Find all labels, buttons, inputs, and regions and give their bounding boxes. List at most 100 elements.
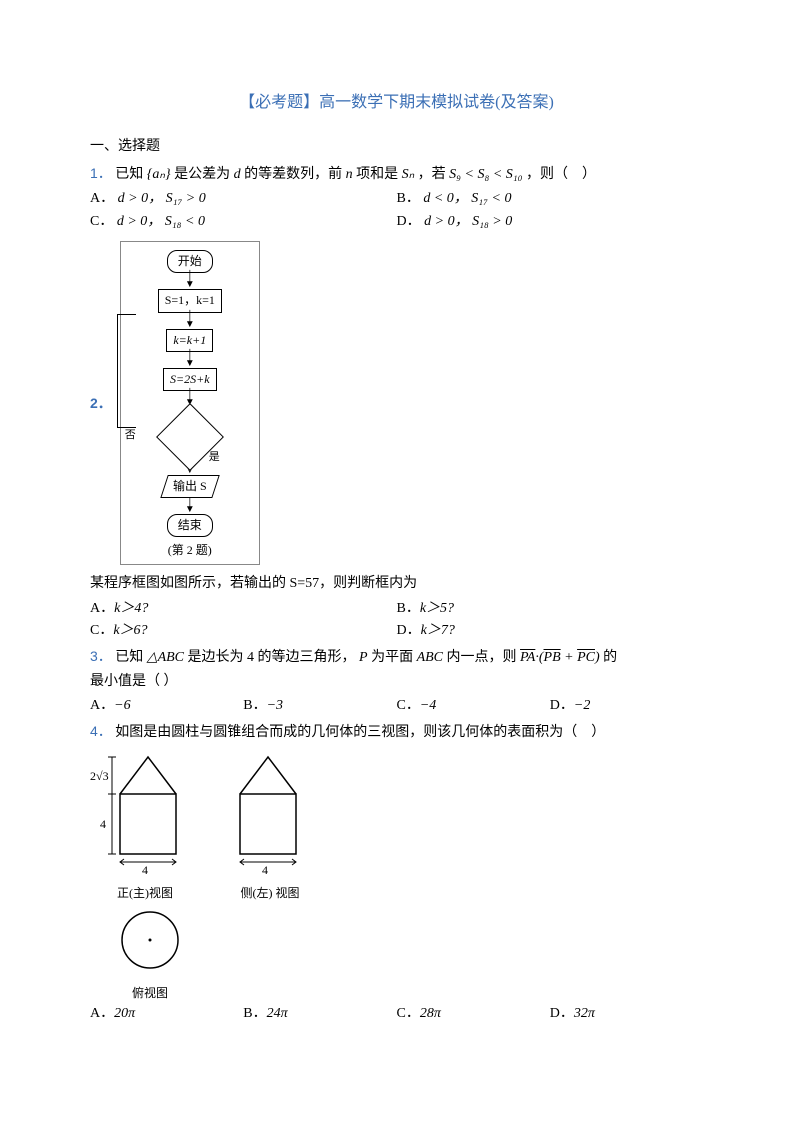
q3-c: −4: [420, 698, 436, 713]
q3-p: P: [359, 650, 368, 665]
q4-stem: 如图是由圆柱与圆锥组合而成的几何体的三视图，则该几何体的表面积为（ ）: [115, 725, 605, 740]
question-4: 4． 如图是由圆柱与圆锥组合而成的几何体的三视图，则该几何体的表面积为（ ）: [90, 720, 703, 744]
q1-text: 已知 {aₙ} 是公差为 d 的等差数列，前 n 项和是 Sₙ ，若 S₉ < …: [115, 167, 596, 182]
side-caption: 侧(左) 视图: [220, 884, 320, 903]
q3-m2: 为平面: [371, 650, 413, 665]
q3-pre: 已知: [115, 650, 143, 665]
q1-seq: {aₙ}: [147, 167, 171, 182]
q3-pa: PA: [520, 652, 535, 665]
flowchart-end: 结束: [167, 514, 213, 537]
lbl-c: C．: [397, 1006, 420, 1021]
q1-d: d > 0， S₁₈ > 0: [424, 214, 512, 229]
q2-a: k＞4?: [114, 601, 148, 616]
q3-abc: ABC: [417, 650, 443, 665]
lbl-c: C．: [397, 698, 420, 713]
q2-stem: 某程序框图如图所示，若输出的 S=57，则判断框内为: [90, 573, 703, 595]
arrow-icon: │▼: [127, 313, 253, 329]
front-view-svg: 2√3 4 4: [90, 752, 200, 877]
lbl-b: B．: [397, 191, 420, 206]
lbl-d: D．: [397, 623, 421, 638]
q1-opt-a: A． d > 0， S₁₇ > 0: [90, 188, 397, 210]
section-heading: 一、选择题: [90, 136, 703, 158]
cone-h-label: 2√3: [90, 769, 109, 783]
q3-number: 3．: [90, 648, 112, 664]
q1-sn: Sₙ: [402, 167, 415, 182]
q1-c: d > 0， S₁₈ < 0: [117, 214, 205, 229]
q1-d: d: [234, 167, 241, 182]
lbl-a: A．: [90, 1006, 114, 1021]
page-title: 【必考题】高一数学下期末模拟试卷(及答案): [90, 90, 703, 116]
question-1: 1． 已知 {aₙ} 是公差为 d 的等差数列，前 n 项和是 Sₙ ，若 S₉…: [90, 162, 703, 186]
q3-pc: PC: [577, 652, 595, 665]
q1-m2: 的等差数列，前: [244, 167, 342, 182]
side-view-svg: 4: [220, 752, 320, 877]
front-view: 2√3 4 4 正(主)视图: [90, 752, 200, 903]
base-label: 4: [142, 863, 148, 877]
q4-opt-c: C．28π: [397, 1003, 550, 1025]
q2-opt-b: B．k＞5?: [397, 598, 704, 620]
q2-options: A．k＞4? B．k＞5? C．k＞6? D．k＞7?: [90, 598, 703, 643]
lbl-b: B．: [243, 1006, 266, 1021]
side-view: 4 侧(左) 视图: [220, 752, 320, 903]
lbl-d: D．: [397, 214, 421, 229]
q1-options: A． d > 0， S₁₇ > 0 B． d < 0， S₁₇ < 0 C． d…: [90, 188, 703, 233]
q2-opt-d: D．k＞7?: [397, 620, 704, 642]
lbl-a: A．: [90, 191, 114, 206]
arrow-icon: │▼: [127, 498, 253, 514]
q4-opt-b: B．24π: [243, 1003, 396, 1025]
q4-number: 4．: [90, 723, 112, 739]
q2-opt-a: A．k＞4?: [90, 598, 397, 620]
q3-expr: PA·(PB + PC): [520, 650, 603, 665]
q4-opt-a: A．20π: [90, 1003, 243, 1025]
side-base-label: 4: [262, 863, 268, 877]
q1-b: d < 0， S₁₇ < 0: [423, 191, 511, 206]
flowchart-step-k: k=k+1: [166, 329, 213, 352]
flowchart-caption: (第 2 题): [127, 541, 253, 560]
q3-m3: 内一点，则: [447, 650, 517, 665]
q1-m4: ，若: [418, 167, 446, 182]
q2-c: k＞6?: [113, 623, 147, 638]
q4-d: 32π: [574, 1006, 595, 1021]
lbl-b: B．: [243, 698, 266, 713]
q2-d: k＞7?: [421, 623, 455, 638]
arrow-icon: │▼: [127, 352, 253, 368]
q2-opt-c: C．k＞6?: [90, 620, 397, 642]
q3-opt-d: D．−2: [550, 695, 703, 717]
top-view: 俯视图: [110, 907, 703, 1003]
flowchart: 开始 │▼ S=1，k=1 │▼ k=k+1 │▼ S=2S+k │▼ 否 是 …: [120, 241, 260, 565]
q4-a: 20π: [114, 1006, 135, 1021]
lbl-a: A．: [90, 601, 114, 616]
flowchart-loop-line: [117, 314, 136, 428]
flowchart-init: S=1，k=1: [158, 289, 222, 312]
q3-d: −2: [574, 698, 590, 713]
q1-n: n: [346, 167, 353, 182]
q3-opt-c: C．−4: [397, 695, 550, 717]
q2-number: 2．: [90, 392, 112, 414]
three-views: 2√3 4 4 正(主)视图 4 侧(左) 视图: [90, 752, 703, 903]
fc-init-text: S=1，k=1: [165, 293, 215, 307]
cyl-h-label: 4: [100, 817, 106, 831]
q1-number: 1．: [90, 165, 112, 181]
q2-b: k＞5?: [420, 601, 454, 616]
front-caption: 正(主)视图: [90, 884, 200, 903]
q3-opt-a: A．−6: [90, 695, 243, 717]
lbl-c: C．: [90, 214, 113, 229]
q1-m3: 项和是: [356, 167, 398, 182]
flowchart-start: 开始: [167, 250, 213, 273]
q4-opt-d: D．32π: [550, 1003, 703, 1025]
q3-opt-b: B．−3: [243, 695, 396, 717]
q1-end: ，则（ ）: [526, 167, 596, 182]
flowchart-output: 输出 S: [160, 475, 219, 498]
arrow-icon: │▼: [127, 273, 253, 289]
q1-opt-d: D． d > 0， S₁₈ > 0: [397, 211, 704, 233]
q3-b: −3: [267, 698, 283, 713]
q1-opt-b: B． d < 0， S₁₇ < 0: [397, 188, 704, 210]
q3-line2: 最小值是（ ）: [90, 671, 703, 693]
q3-a: −6: [114, 698, 130, 713]
lbl-d: D．: [550, 1006, 574, 1021]
lbl-b: B．: [397, 601, 420, 616]
question-3: 3． 已知 △ABC 是边长为 4 的等边三角形， P 为平面 ABC 内一点，…: [90, 645, 703, 669]
flowchart-no-label: 否: [125, 427, 136, 445]
q1-m1: 是公差为: [174, 167, 230, 182]
lbl-c: C．: [90, 623, 113, 638]
